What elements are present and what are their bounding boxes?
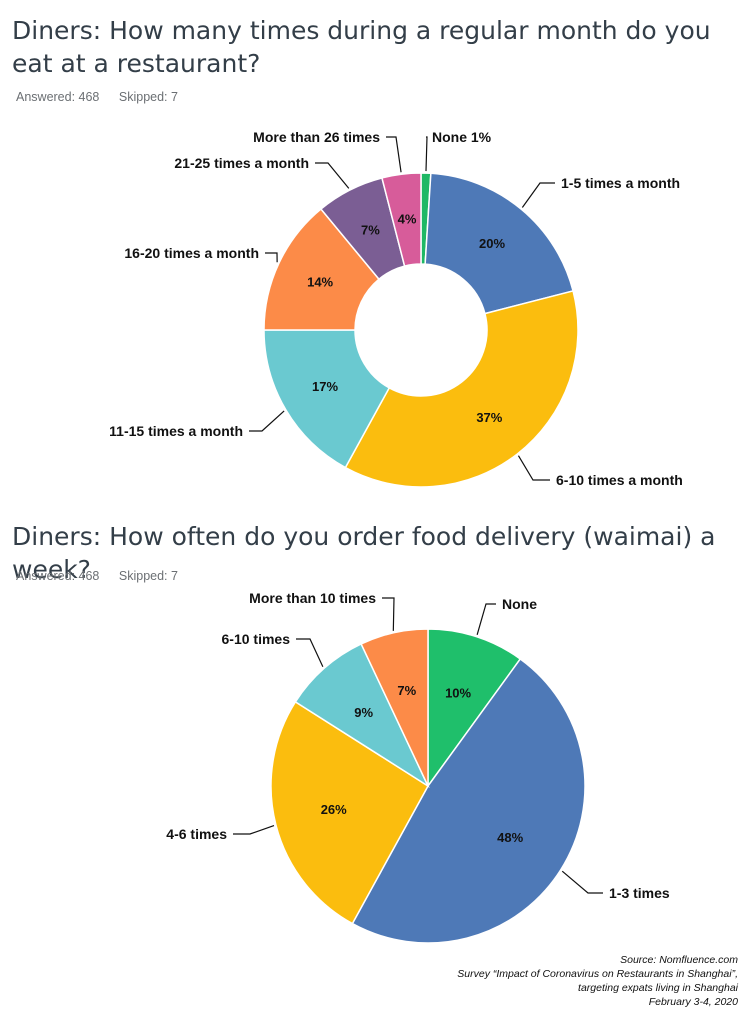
chart2-percent-label: 10% xyxy=(445,685,471,700)
chart2-stats: Answered: 468 Skipped: 7 xyxy=(16,569,194,583)
chart2-category-label: 4-6 times xyxy=(166,826,227,842)
chart1-percent-label: 14% xyxy=(307,275,333,290)
chart2-slice-1-3-times xyxy=(351,657,586,944)
chart2-slice-6-10-times xyxy=(294,642,430,789)
chart1-donut-hole xyxy=(355,264,487,396)
chart2-leader-line xyxy=(382,597,395,631)
chart1-percent-label: 20% xyxy=(479,236,505,251)
chart2-answered: Answered: 468 xyxy=(16,569,100,583)
chart2-percent-label: 48% xyxy=(497,830,523,845)
chart2-leader-line xyxy=(233,824,275,835)
chart1-donut: None 1% 20% 1-5 times a month 37% 6-10 times… xyxy=(109,129,683,488)
chart1-category-label: 11-15 times a month xyxy=(109,423,243,439)
chart2-category-label: More than 10 times xyxy=(249,590,376,606)
chart1-category-label: 16-20 times a month xyxy=(124,245,259,261)
chart1-percent-label: 17% xyxy=(312,379,338,394)
chart1-category-label: 21-25 times a month xyxy=(174,155,309,171)
chart2-pie: 10% None 48% 1-3 times 26% 4-6 times 9% 6-10 ti… xyxy=(166,590,670,944)
chart1-leader-line xyxy=(386,136,402,173)
chart1-category-label: None 1% xyxy=(432,129,492,145)
chart1-leader-line xyxy=(249,410,285,432)
source-line: Source: Nomfluence.com xyxy=(620,954,738,966)
chart2-slice-4-6-times xyxy=(270,700,429,925)
chart2-category-label: None xyxy=(502,596,537,612)
chart1-category-label: 1-5 times a month xyxy=(561,175,680,191)
chart2-slice-more-than-10-times xyxy=(360,628,429,787)
source-note: Source: Nomfluence.com Survey “Impact of… xyxy=(457,953,738,1009)
target-line: targeting expats living in Shanghai xyxy=(578,982,738,994)
chart1-leader-line xyxy=(265,252,278,263)
chart2-percent-label: 9% xyxy=(354,705,373,720)
chart1-leader-line xyxy=(425,136,428,172)
chart1-category-label: More than 26 times xyxy=(253,129,380,145)
chart1-percent-label: 4% xyxy=(398,211,417,226)
chart2-percent-label: 26% xyxy=(321,802,347,817)
chart1-skipped: Skipped: 7 xyxy=(118,90,178,104)
chart2-percent-label: 7% xyxy=(397,683,416,698)
chart1-leader-line xyxy=(517,455,550,481)
chart1-stats: Answered: 468 Skipped: 7 xyxy=(16,90,194,104)
chart2-title: Diners: How often do you order food deli… xyxy=(12,522,716,584)
chart1-leader-line xyxy=(521,182,555,208)
chart1-category-label: 6-10 times a month xyxy=(556,472,683,488)
chart1-leader-line xyxy=(315,162,350,189)
chart1-title: Diners: How many times during a regular … xyxy=(12,16,711,78)
chart2-leader-line xyxy=(476,603,496,635)
chart2-leader-line xyxy=(296,638,324,667)
chart1-percent-label: 37% xyxy=(476,410,502,425)
chart2-category-label: 6-10 times xyxy=(222,631,291,647)
chart2-category-label: 1-3 times xyxy=(609,885,670,901)
date-line: February 3-4, 2020 xyxy=(648,996,738,1008)
chart2-slice-none xyxy=(427,628,522,789)
chart2-skipped: Skipped: 7 xyxy=(118,569,178,583)
survey-line: Survey “Impact of Coronavirus on Restaur… xyxy=(457,968,738,980)
chart1-answered: Answered: 468 xyxy=(16,90,100,104)
chart2-leader-line xyxy=(561,870,603,894)
chart1-percent-label: 7% xyxy=(361,223,380,238)
